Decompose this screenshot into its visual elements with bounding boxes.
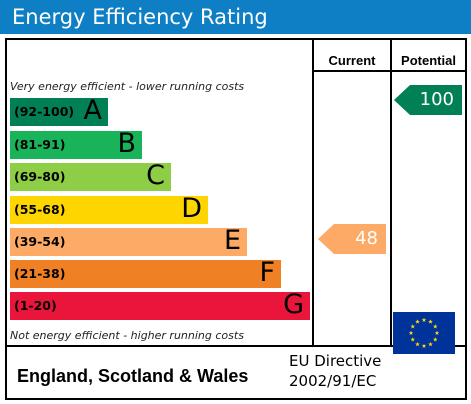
band-letter: D (181, 193, 202, 224)
band-range: (55-68) (14, 202, 66, 217)
eu-star (410, 324, 416, 329)
band-range: (21-38) (14, 266, 66, 281)
band-range: (81-91) (14, 137, 66, 152)
band-letter: A (83, 95, 102, 126)
column-header-potential: Potential (401, 53, 456, 68)
eu-star (434, 330, 440, 335)
eu-star (421, 343, 427, 348)
rating-table: Current Potential Very energy efficient … (5, 38, 467, 400)
footer-divider (7, 345, 465, 347)
eu-flag-stars (408, 317, 440, 348)
footer-region: England, Scotland & Wales (17, 366, 249, 386)
band-d: (55-68) D (10, 193, 208, 224)
band-f: (21-38) F (10, 257, 281, 288)
title-bar: Energy Efficiency Rating (0, 0, 471, 34)
top-note: Very energy efficient - lower running co… (10, 80, 245, 93)
current-rating-value: 48 (355, 228, 378, 249)
band-e: (39-54) E (10, 225, 247, 256)
eu-star (432, 324, 438, 329)
band-letter: F (259, 257, 275, 288)
band-letter: G (283, 289, 304, 320)
directive-line-1: EU Directive (289, 352, 382, 370)
eu-star (421, 317, 427, 322)
band-letter: C (146, 160, 165, 191)
band-b: (81-91) B (10, 128, 142, 159)
band-a: (92-100) A (10, 95, 108, 126)
band-range: (92-100) (14, 104, 75, 119)
eu-star (415, 319, 420, 324)
eu-star (428, 319, 433, 324)
current-column-divider (312, 40, 314, 345)
eu-flag-icon (393, 312, 455, 354)
eu-star (410, 337, 416, 342)
band-range: (39-54) (14, 234, 66, 249)
band-c: (69-80) C (10, 160, 171, 191)
potential-rating-value: 100 (419, 89, 454, 110)
eu-star (415, 341, 420, 347)
band-range: (1-20) (14, 298, 57, 313)
potential-rating-arrow: 100 (394, 85, 462, 115)
eu-star (408, 330, 414, 335)
eu-star (432, 337, 438, 342)
band-range: (69-80) (14, 169, 66, 184)
eu-star (428, 341, 433, 347)
band-letter: E (223, 225, 241, 256)
page-title: Energy Efficiency Rating (12, 5, 268, 29)
potential-column-divider (390, 40, 392, 345)
current-rating-arrow: 48 (318, 224, 386, 254)
directive-line-2: 2002/91/EC (289, 372, 377, 390)
band-g: (1-20) G (10, 289, 310, 320)
header-divider (312, 70, 465, 72)
column-header-current: Current (328, 53, 376, 68)
bottom-note: Not energy efficient - higher running co… (10, 329, 244, 342)
band-letter: B (117, 128, 136, 159)
